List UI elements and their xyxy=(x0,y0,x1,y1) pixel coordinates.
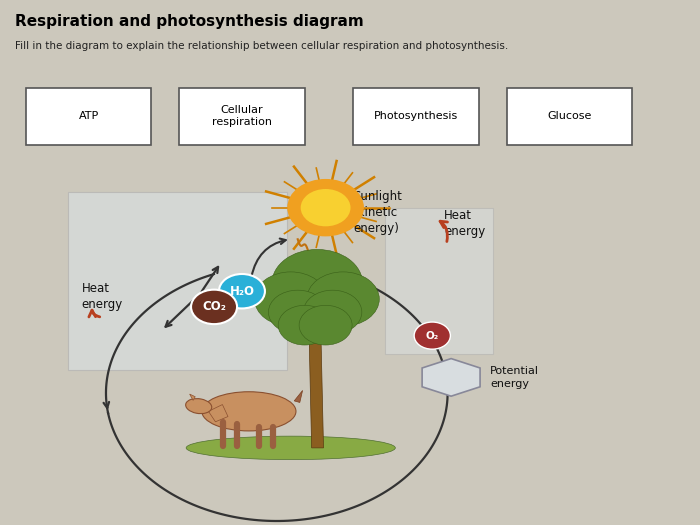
FancyArrowPatch shape xyxy=(440,221,447,242)
Text: Photosynthesis: Photosynthesis xyxy=(374,111,458,121)
Circle shape xyxy=(272,249,363,317)
Text: Cellular
respiration: Cellular respiration xyxy=(212,106,272,127)
Text: Glucose: Glucose xyxy=(547,111,591,121)
Polygon shape xyxy=(209,405,228,422)
Ellipse shape xyxy=(202,392,296,431)
FancyBboxPatch shape xyxy=(507,88,632,145)
Circle shape xyxy=(299,306,352,345)
Polygon shape xyxy=(294,391,302,403)
FancyBboxPatch shape xyxy=(68,192,287,370)
Circle shape xyxy=(278,306,331,345)
FancyBboxPatch shape xyxy=(354,88,479,145)
Text: Fill in the diagram to explain the relationship between cellular respiration and: Fill in the diagram to explain the relat… xyxy=(15,40,509,50)
Text: Respiration and photosynthesis diagram: Respiration and photosynthesis diagram xyxy=(15,15,364,29)
Polygon shape xyxy=(190,394,195,401)
Circle shape xyxy=(255,272,327,326)
Circle shape xyxy=(287,179,364,236)
Polygon shape xyxy=(422,359,480,396)
Circle shape xyxy=(268,290,327,334)
Text: Heat
energy: Heat energy xyxy=(82,282,122,311)
Text: Sunlight
(kinetic
energy): Sunlight (kinetic energy) xyxy=(354,191,402,235)
Circle shape xyxy=(219,274,265,309)
Circle shape xyxy=(301,189,351,226)
Circle shape xyxy=(303,290,362,334)
Text: CO₂: CO₂ xyxy=(202,300,226,313)
FancyArrowPatch shape xyxy=(89,310,100,317)
Circle shape xyxy=(307,272,379,326)
Text: Potential
energy: Potential energy xyxy=(490,366,539,388)
Ellipse shape xyxy=(186,398,211,414)
Text: H₂O: H₂O xyxy=(230,285,254,298)
FancyBboxPatch shape xyxy=(385,208,493,354)
FancyBboxPatch shape xyxy=(26,88,151,145)
Text: Heat
energy: Heat energy xyxy=(444,209,485,238)
FancyBboxPatch shape xyxy=(179,88,304,145)
Circle shape xyxy=(191,290,237,324)
Circle shape xyxy=(414,322,450,349)
Text: O₂: O₂ xyxy=(426,331,439,341)
Text: ATP: ATP xyxy=(78,111,99,121)
Ellipse shape xyxy=(186,436,396,460)
Polygon shape xyxy=(309,325,323,448)
